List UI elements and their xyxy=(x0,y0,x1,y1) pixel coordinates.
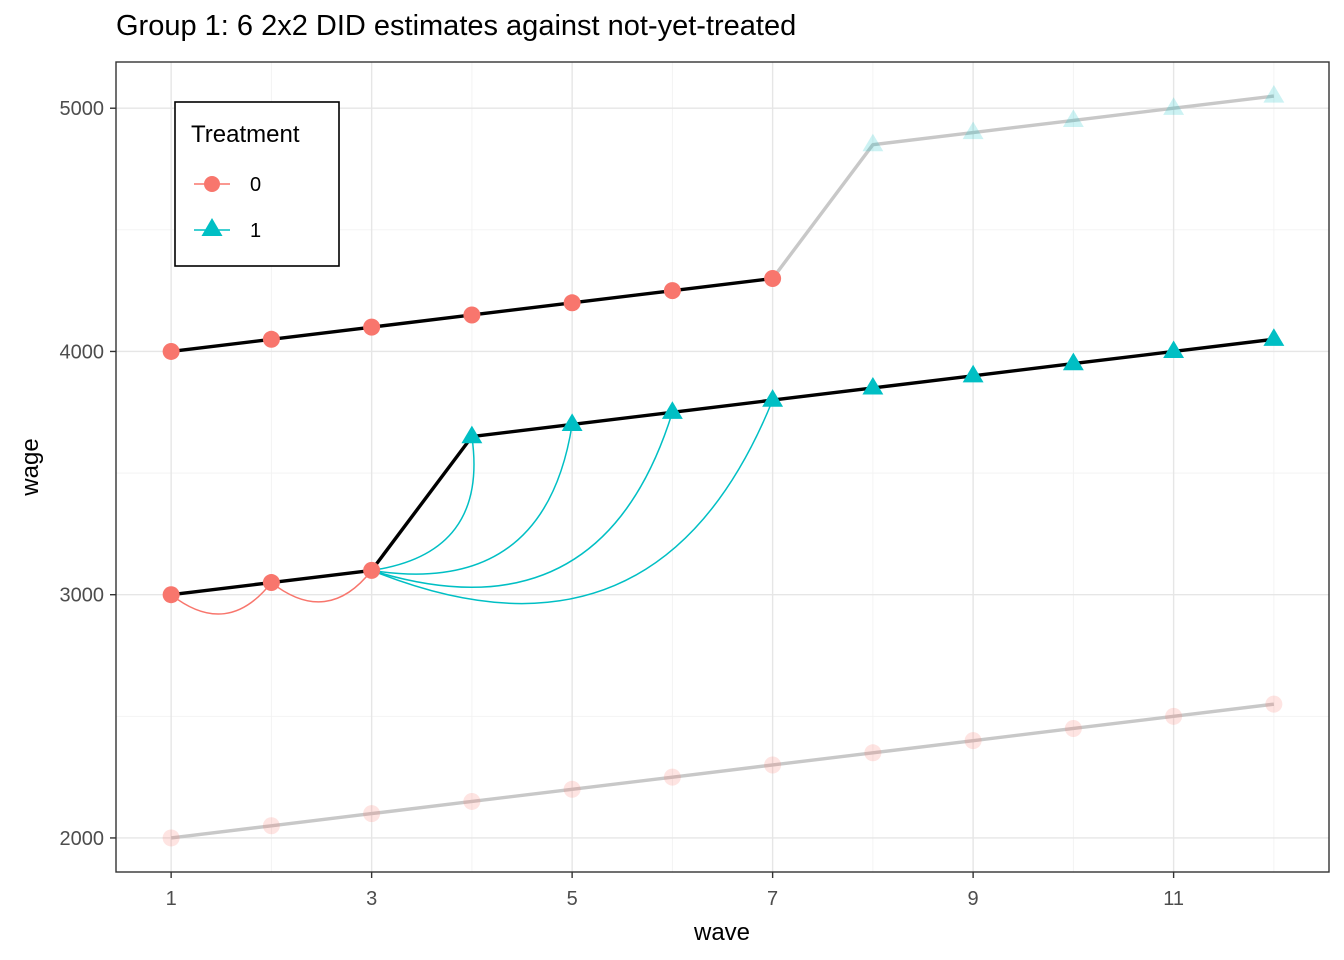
comparison-arc-4 xyxy=(371,412,674,589)
untreated-point-circle xyxy=(764,269,782,287)
y-tick-label: 3000 xyxy=(60,585,105,607)
major-gridlines xyxy=(116,62,1329,872)
untreated-point-circle xyxy=(1064,719,1082,737)
comparison-arc-2 xyxy=(371,436,475,572)
untreated-point-circle xyxy=(463,792,481,810)
y-tick-label: 4000 xyxy=(60,341,105,363)
legend-title: Treatment xyxy=(191,121,300,148)
y-axis-title: wage xyxy=(17,438,44,496)
treated-point-triangle xyxy=(1263,85,1285,103)
x-axis-tick-labels: 1 3 5 7 9 11 xyxy=(166,888,1184,910)
x-tick-label: 11 xyxy=(1163,888,1184,910)
untreated-point-circle xyxy=(864,744,882,762)
y-tick-label: 5000 xyxy=(60,98,105,120)
series-1-focus-line xyxy=(170,337,1275,597)
untreated-point-circle xyxy=(1265,695,1283,713)
y-tick-label: 2000 xyxy=(60,828,105,850)
x-tick-label: 3 xyxy=(366,888,377,910)
treated-point-triangle xyxy=(561,413,583,432)
legend-key-triangle-icon xyxy=(201,218,223,236)
treated-point-triangle xyxy=(762,389,784,407)
legend-key-circle-icon xyxy=(204,176,220,192)
untreated-point-circle xyxy=(162,342,180,360)
comparison-arc-1 xyxy=(270,569,373,603)
treated-point-triangle xyxy=(862,376,884,395)
treated-point-triangle xyxy=(1263,328,1285,346)
untreated-point-circle xyxy=(162,586,180,604)
treated-point-triangle xyxy=(962,364,984,383)
treated-point-triangle xyxy=(661,401,683,419)
treated-point-triangle xyxy=(1062,352,1084,371)
untreated-point-circle xyxy=(262,817,280,835)
untreated-point-circle xyxy=(363,318,381,336)
comparison-arc-0 xyxy=(170,582,272,615)
legend: Treatment 0 1 xyxy=(174,101,340,267)
series-0-faded-line xyxy=(771,94,1275,280)
untreated-point-circle xyxy=(363,561,381,579)
untreated-point-circle xyxy=(563,780,581,798)
untreated-point-circle xyxy=(663,282,681,300)
legend-label-1: 1 xyxy=(250,220,261,242)
untreated-point-circle xyxy=(764,756,782,774)
plot-panel-border xyxy=(115,61,1330,873)
y-axis-tick-labels: 2000 3000 4000 5000 xyxy=(60,98,105,850)
untreated-point-circle xyxy=(262,330,280,348)
axis-ticks xyxy=(110,107,1175,878)
untreated-point-circle xyxy=(262,574,280,592)
data-points xyxy=(162,85,1285,847)
chart-title: Group 1: 6 2x2 DID estimates against not… xyxy=(116,10,797,42)
x-axis-title: wave xyxy=(693,919,750,946)
comparison-arc-3 xyxy=(371,424,573,575)
series-2-faded-line xyxy=(170,702,1275,840)
x-tick-label: 7 xyxy=(767,888,778,910)
treated-point-triangle xyxy=(1163,340,1185,359)
untreated-point-circle xyxy=(162,829,180,847)
x-tick-label: 5 xyxy=(567,888,578,910)
treated-point-triangle xyxy=(862,133,884,152)
untreated-point-circle xyxy=(1165,707,1183,725)
untreated-point-circle xyxy=(363,805,381,823)
x-tick-label: 1 xyxy=(166,888,177,910)
untreated-point-circle xyxy=(964,732,982,750)
x-tick-label: 9 xyxy=(968,888,979,910)
untreated-point-circle xyxy=(663,768,681,786)
treated-point-triangle xyxy=(1163,97,1185,115)
comparison-arc-5 xyxy=(371,399,774,605)
untreated-point-circle xyxy=(563,294,581,312)
legend-label-0: 0 xyxy=(250,174,261,196)
treated-point-triangle xyxy=(461,425,483,444)
treated-point-triangle xyxy=(962,121,984,140)
treated-point-triangle xyxy=(1062,109,1084,127)
untreated-point-circle xyxy=(463,306,481,324)
did-comparison-arcs xyxy=(170,399,774,615)
